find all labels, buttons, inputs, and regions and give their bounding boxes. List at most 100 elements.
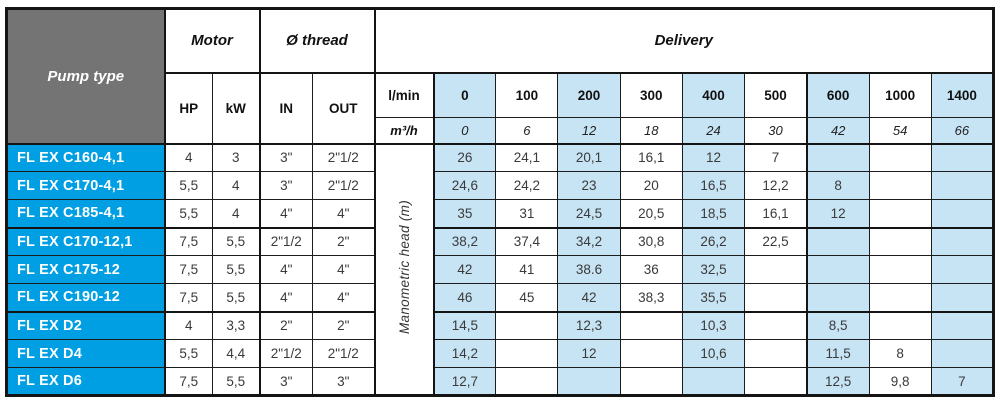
pump-name-cell: FL EX D4 [6,339,165,368]
head-value-cell: 16,5 [681,171,746,200]
hp-value-cell: 4 [163,310,213,340]
head-value-cell: 8 [805,171,870,200]
out-thread-cell: 2"1/2 [312,339,375,368]
head-value-cell: 20 [619,171,683,200]
pump-row: FL EX D6 7,5 5,5 3" 3" 12,7 12,5 9,8 7 [6,367,995,396]
head-value-cell: 38.6 [557,255,621,284]
pump-row: FL EX C170-12,1 7,5 5,5 2"1/2 2" 38,2 37,4 34,2… [6,226,995,256]
flow-m3h-header: 66 [930,117,995,144]
hp-value-cell: 5,5 [163,199,213,228]
head-value-cell [495,339,559,368]
head-value-cell [868,255,932,284]
head-value-cell: 16,1 [619,142,683,172]
head-value-cell: 45 [495,283,559,312]
pump-row: FL EX C160-4,1 4 3 3" 2"1/2 Manometric head (… [6,142,995,396]
pump-name-cell: FL EX C160-4,1 [6,142,165,172]
head-value-cell [805,255,870,284]
head-value-cell: 24,2 [495,171,559,200]
in-thread-cell: 4" [258,199,313,228]
m3h-unit-label: m³/h [373,117,434,144]
manometric-head-label-cell: Manometric head (m) [373,142,435,396]
head-value-cell [930,199,995,228]
hp-value-cell: 7,5 [163,226,213,256]
kw-value-cell: 5,5 [212,255,260,284]
pump-name-cell: FL EX C170-4,1 [6,171,165,200]
head-value-cell: 32,5 [681,255,746,284]
head-value-cell [744,310,808,340]
flow-m3h-header: 54 [868,117,932,144]
head-value-cell: 10,6 [681,339,746,368]
head-value-cell: 8,5 [805,310,870,340]
hp-header: HP [163,71,213,144]
head-value-cell [868,171,932,200]
hp-value-cell: 5,5 [163,339,213,368]
in-thread-cell: 3" [258,142,313,172]
head-value-cell [805,142,870,172]
head-value-cell [930,310,995,340]
head-value-cell: 12,5 [805,367,870,396]
head-value-cell [868,199,932,228]
header-row-flow-m3h: m³/h 0 6 12 18 24 30 42 54 66 [7,117,995,144]
kw-value-cell: 3,3 [212,310,260,340]
head-value-cell: 35,5 [681,283,746,312]
flow-m3h-header: 0 [432,117,497,144]
head-value-cell [681,367,746,396]
pump-spec-table: Pump type Motor Ø thread Delivery HP kW … [5,7,995,397]
head-value-cell [619,367,683,396]
head-value-cell: 38,3 [619,283,683,312]
head-value-cell: 24,1 [495,142,559,172]
in-thread-cell: 2" [258,310,313,340]
flow-lmin-header: 200 [557,71,621,118]
hp-value-cell: 7,5 [163,283,213,312]
head-value-cell: 26,2 [681,226,746,256]
manometric-head-label: Manometric head (m) [396,199,412,334]
flow-lmin-header: 1400 [930,71,995,118]
head-value-cell: 12,2 [744,171,808,200]
head-value-cell [868,226,932,256]
head-value-cell: 42 [557,283,621,312]
head-value-cell: 14,5 [432,310,497,340]
pump-row: FL EX C175-12 7,5 5,5 4" 4" 42 41 38.6 36 32,5 [6,255,995,284]
head-value-cell: 7 [744,142,808,172]
flow-lmin-header: 400 [681,71,746,118]
head-value-cell [868,310,932,340]
head-value-cell [619,339,683,368]
head-value-cell [619,310,683,340]
head-value-cell: 9,8 [868,367,932,396]
head-value-cell [930,171,995,200]
in-thread-cell: 2"1/2 [258,226,313,256]
flow-lmin-header: 300 [619,71,683,118]
head-value-cell: 14,2 [432,339,497,368]
in-thread-cell: 3" [258,171,313,200]
flow-lmin-header: 600 [805,71,870,118]
in-thread-cell: 4" [258,283,313,312]
head-value-cell: 31 [495,199,559,228]
pump-row: FL EX D4 5,5 4,4 2"1/2 2"1/2 14,2 12 10,6 11,5 8 [6,339,995,368]
kw-value-cell: 5,5 [212,283,260,312]
head-value-cell: 34,2 [557,226,621,256]
head-value-cell: 8 [868,339,932,368]
pump-name-cell: FL EX D6 [6,367,165,396]
header-row-flow-lmin: HP kW IN OUT l/min 0 100 200 300 400 500 600 10… [7,71,995,144]
out-thread-cell: 4" [312,283,375,312]
head-value-cell: 20,5 [619,199,683,228]
head-value-cell: 24,5 [557,199,621,228]
head-value-cell [805,226,870,256]
pump-name-cell: FL EX C170-12,1 [6,226,165,256]
lmin-unit-label: l/min [373,71,434,118]
head-value-cell [744,367,808,396]
in-thread-cell: 4" [258,255,313,284]
head-value-cell [495,367,559,396]
kw-value-cell: 4 [212,199,260,228]
head-value-cell: 36 [619,255,683,284]
head-value-cell: 12 [557,339,621,368]
kw-header: kW [212,71,260,144]
pump-name-cell: FL EX C190-12 [6,283,165,312]
pump-row: FL EX C185-4,1 5,5 4 4" 4" 35 31 24,5 20,5 18,5 16… [6,199,995,228]
in-thread-cell: 2"1/2 [258,339,313,368]
pump-rows: FL EX C160-4,1 4 3 3" 2"1/2 Manometric head (… [6,142,995,396]
head-value-cell: 41 [495,255,559,284]
pump-name-cell: FL EX C175-12 [6,255,165,284]
pump-row: FL EX C190-12 7,5 5,5 4" 4" 46 45 42 38,3 35,5 [6,283,995,312]
